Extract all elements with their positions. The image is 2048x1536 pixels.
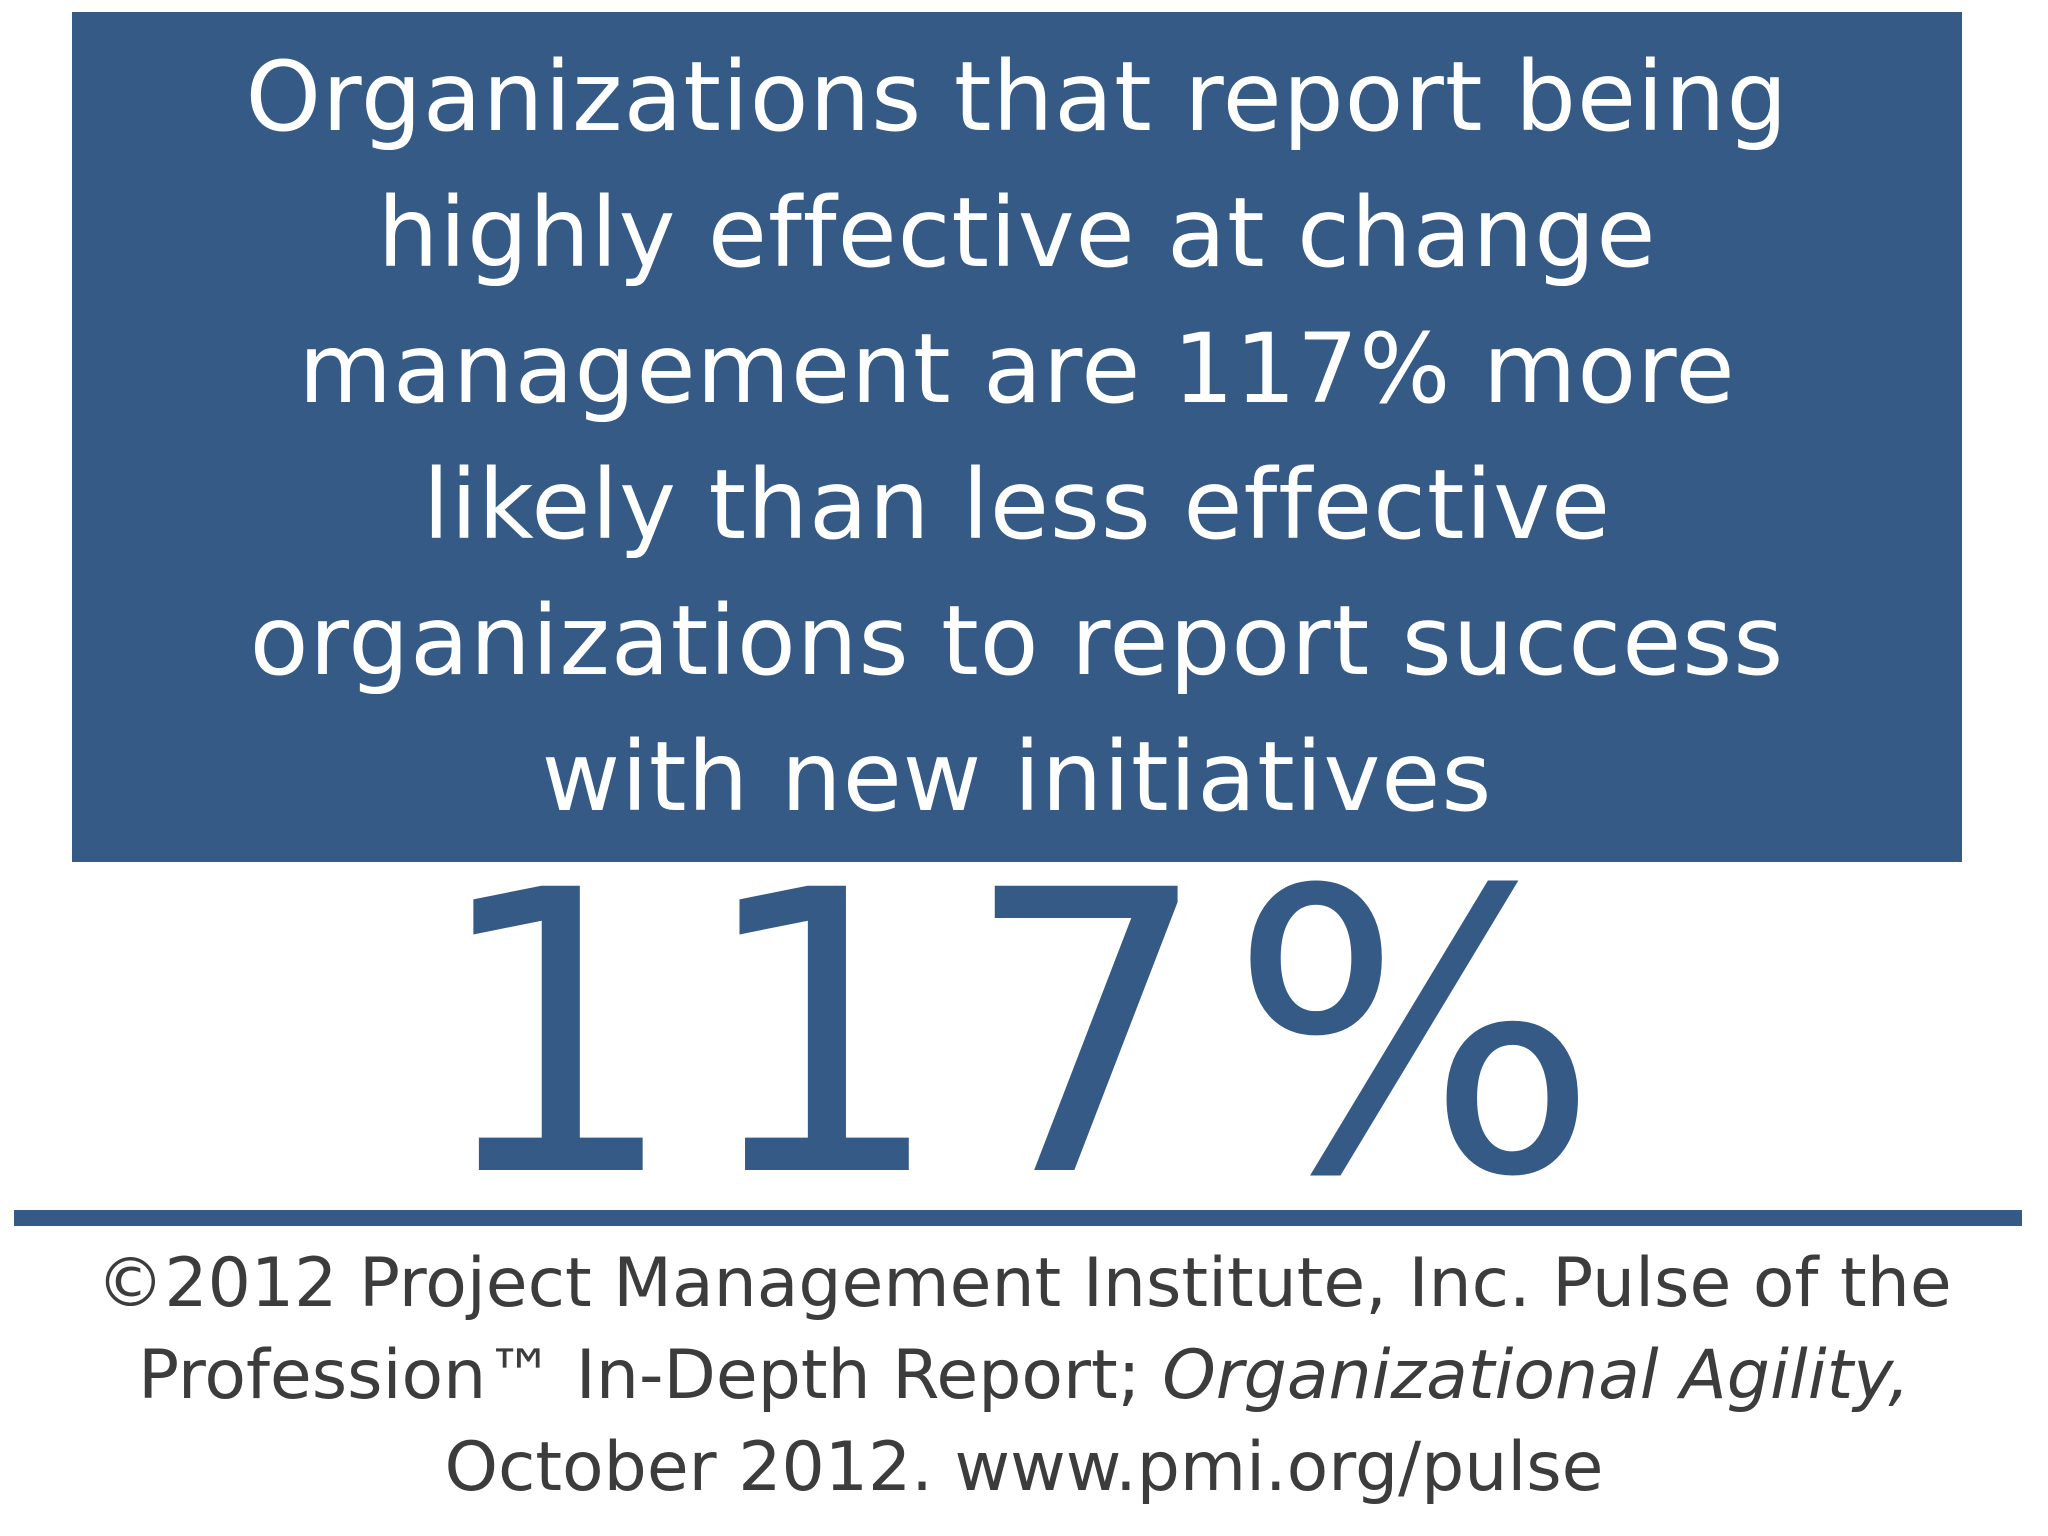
divider-rule xyxy=(14,1210,2022,1226)
headline-line-2: highly effective at change xyxy=(377,177,1657,289)
headline-text: Organizations that report being highly e… xyxy=(107,29,1927,845)
headline-line-3: management are 117% more xyxy=(298,313,1736,425)
source-citation: ©2012 Project Management Institute, Inc.… xyxy=(0,1238,2048,1514)
headline-panel: Organizations that report being highly e… xyxy=(72,12,1962,862)
source-line-3: October 2012. www.pmi.org/pulse xyxy=(444,1428,1604,1507)
source-line-1: ©2012 Project Management Institute, Inc.… xyxy=(96,1244,1952,1323)
headline-line-6: with new initiatives xyxy=(541,721,1493,833)
source-line-2-italic: Organizational Agility, xyxy=(1162,1336,1910,1415)
source-line-2-plain: Profession™ In-Depth Report; xyxy=(138,1336,1163,1415)
headline-line-4: likely than less effective xyxy=(422,449,1612,561)
stat-value: 117% xyxy=(430,808,1618,1262)
headline-line-1: Organizations that report being xyxy=(245,41,1789,153)
source-line-2: Profession™ In-Depth Report; Organizatio… xyxy=(0,1330,2048,1422)
headline-line-5: organizations to report success xyxy=(249,585,1785,697)
